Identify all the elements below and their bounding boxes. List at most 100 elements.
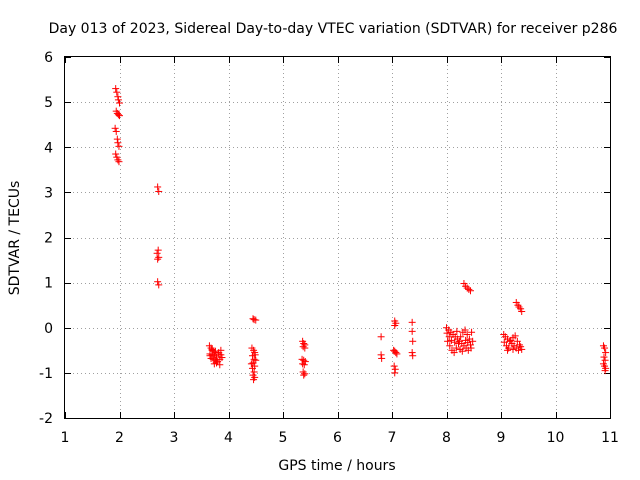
x-tick-label: 3 [170, 430, 179, 446]
data-point [514, 301, 522, 309]
data-point [250, 368, 258, 376]
chart-title: Day 013 of 2023, Sidereal Day-to-day VTE… [49, 21, 618, 37]
data-point [601, 367, 609, 375]
data-point [391, 365, 399, 373]
data-point [251, 351, 259, 359]
data-point [114, 156, 122, 164]
data-point [391, 369, 399, 377]
x-tick-labels: 1 2 3 4 5 6 7 8 9 10 11 [61, 430, 619, 446]
data-point [513, 337, 521, 345]
data-point [116, 99, 123, 107]
data-point [217, 346, 225, 354]
data-point [453, 327, 461, 335]
x-tick-label: 11 [601, 430, 619, 446]
data-point [467, 344, 475, 352]
data-point [500, 338, 508, 346]
data-point [408, 318, 416, 326]
data-point [252, 356, 260, 364]
y-tick-label: 0 [44, 321, 53, 337]
data-point [154, 255, 162, 263]
data-point [155, 253, 163, 261]
data-point [248, 364, 256, 372]
data-point [408, 327, 416, 335]
data-point [113, 88, 121, 96]
data-point [462, 282, 470, 290]
data-point [454, 340, 462, 348]
data-point [450, 349, 458, 357]
data-point [112, 127, 120, 135]
data-point [114, 111, 122, 119]
data-point [154, 246, 162, 254]
data-point [116, 112, 123, 120]
y-tick-label: 1 [44, 276, 53, 292]
data-point [154, 278, 162, 286]
data-point [446, 342, 454, 350]
x-tick-label: 1 [61, 430, 70, 446]
data-point [300, 356, 308, 364]
data-point [602, 349, 610, 357]
data-point [299, 343, 307, 351]
data-point [301, 370, 309, 378]
data-point [115, 142, 123, 150]
data-point [409, 352, 417, 360]
data-point [218, 354, 226, 362]
data-point [393, 350, 401, 358]
data-point [211, 347, 219, 355]
data-point [444, 337, 452, 345]
data-point [155, 281, 163, 289]
data-point [509, 345, 517, 353]
data-point [447, 336, 455, 344]
x-tick-label: 9 [497, 430, 506, 446]
x-tick-label: 7 [388, 430, 397, 446]
data-point [518, 308, 526, 316]
data-point [113, 135, 121, 143]
data-point [301, 344, 309, 352]
data-points [111, 85, 610, 384]
data-point [391, 321, 399, 329]
data-point [514, 346, 522, 354]
data-point [378, 354, 386, 362]
plot-frame [64, 56, 611, 419]
y-tick-label: -2 [39, 411, 53, 427]
data-point [299, 360, 307, 368]
data-point [466, 287, 474, 295]
x-tick-label: 8 [442, 430, 451, 446]
data-point [516, 341, 524, 349]
data-point [511, 332, 519, 340]
data-point [601, 344, 609, 352]
data-point [300, 371, 308, 379]
data-point [115, 158, 123, 166]
data-point [443, 329, 451, 337]
x-tick-label: 10 [547, 430, 565, 446]
y-tick-label: 3 [44, 185, 53, 201]
x-tick-label: 6 [333, 430, 342, 446]
data-point [112, 150, 120, 158]
data-point [250, 376, 258, 384]
data-point [515, 303, 523, 311]
grid [65, 57, 610, 418]
data-point [299, 368, 307, 376]
y-axis-label: SDTVAR / TECUs [7, 181, 23, 296]
data-point [213, 359, 221, 367]
data-point [206, 352, 214, 360]
x-tick-label: 2 [115, 430, 124, 446]
x-axis-label: GPS time / hours [278, 458, 395, 474]
data-point [252, 316, 260, 324]
data-point [600, 353, 608, 361]
data-point [518, 345, 526, 353]
data-point [114, 93, 122, 101]
data-point [250, 355, 258, 363]
data-point [457, 333, 465, 341]
data-point [154, 183, 162, 191]
data-point [247, 360, 255, 368]
y-tick-label: 5 [44, 95, 53, 111]
data-point [390, 362, 398, 370]
data-point [465, 285, 473, 293]
y-tick-label: 6 [44, 50, 53, 66]
data-point [300, 340, 308, 348]
data-point [468, 328, 476, 336]
y-tick-label: 4 [44, 140, 53, 156]
data-point [114, 139, 122, 147]
data-point [469, 337, 477, 345]
data-point [112, 85, 120, 93]
